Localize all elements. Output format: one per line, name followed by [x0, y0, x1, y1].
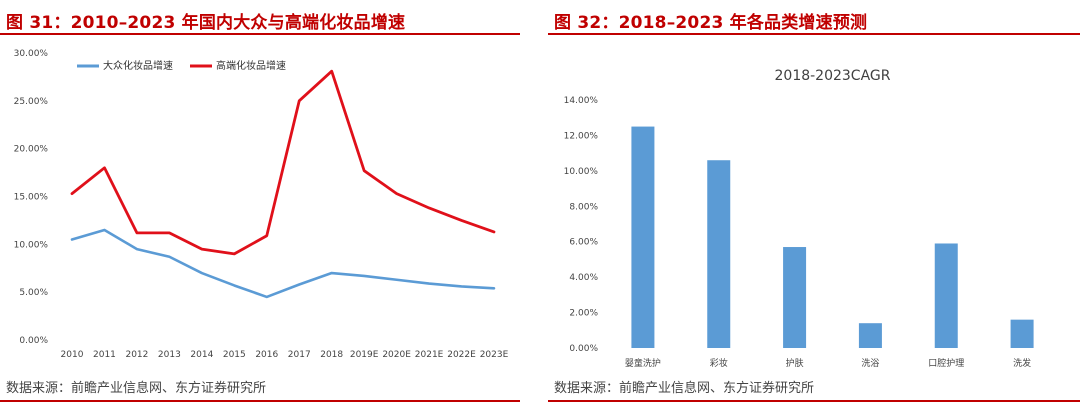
y-tick-label: 0.00% [569, 344, 598, 354]
y-tick-label: 6.00% [569, 238, 598, 248]
x-tick-label: 2010 [61, 350, 84, 360]
x-tick-label: 2017 [288, 350, 311, 360]
y-tick-label: 12.00% [564, 131, 599, 141]
bar-chart: 2018-2023CAGR 0.00% 2.00% 4.00% 6.00% 8.00% 10… [564, 68, 1034, 369]
x-tick-label: 2018 [320, 350, 343, 360]
mass-series-line [70, 228, 496, 299]
right-figure: 图 32：2018–2023 年各品类增速预测 2018-2023CAGR 0.0… [548, 0, 1080, 411]
bar-护肤 [783, 247, 807, 348]
bar-婴童洗护 [631, 126, 655, 348]
line-chart: 0.00% 5.00% 10.00% 15.00% 20.00% 25.00% 30.00%… [14, 49, 509, 360]
y-tick-label: 20.00% [14, 145, 49, 155]
x-tick-label: 彩妆 [710, 357, 728, 369]
left-figure: 图 31：2010–2023 年国内大众与高端化妆品增速 0.00% 5.00% 1… [0, 0, 520, 411]
figure-32-title: 图 32：2018–2023 年各品类增速预测 [554, 13, 868, 33]
title-rule [0, 33, 520, 35]
y-tick-label: 4.00% [569, 273, 598, 283]
x-tick-label: 2014 [190, 350, 213, 360]
y-tick-label: 2.00% [569, 309, 598, 319]
y-tick-label: 30.00% [14, 49, 49, 59]
bar-彩妆 [707, 160, 731, 348]
x-tick-label: 2023E [480, 350, 509, 360]
source-note: 数据来源：前瞻产业信息网、东方证券研究所 [554, 381, 815, 396]
source-note: 数据来源：前瞻产业信息网、东方证券研究所 [6, 381, 267, 396]
x-tick-label: 婴童洗护 [625, 357, 661, 369]
x-tick-label: 2015 [223, 350, 246, 360]
premium-series-line [70, 69, 496, 256]
x-tick-label: 口腔护理 [928, 357, 964, 369]
x-tick-label: 洗浴 [861, 357, 879, 369]
y-tick-label: 5.00% [19, 288, 48, 298]
title-rule [548, 33, 1080, 35]
y-tick-label: 15.00% [14, 193, 49, 203]
x-tick-label: 2019E [350, 350, 379, 360]
x-tick-label: 2013 [158, 350, 181, 360]
x-tick-label: 2020E [382, 350, 411, 360]
chart-title: 2018-2023CAGR [775, 68, 891, 84]
x-tick-label: 2011 [93, 350, 116, 360]
y-tick-label: 10.00% [14, 240, 49, 250]
x-tick-label: 护肤 [786, 357, 804, 369]
y-tick-label: 14.00% [564, 96, 599, 106]
bottom-rule [0, 400, 520, 402]
y-tick-label: 8.00% [569, 202, 598, 212]
legend-label: 高端化妆品增速 [216, 59, 286, 72]
bar-洗浴 [858, 323, 882, 348]
legend-label: 大众化妆品增速 [103, 59, 173, 72]
bottom-rule [548, 400, 1080, 402]
bar-洗发 [1010, 319, 1034, 348]
bar-口腔护理 [934, 243, 958, 348]
x-tick-label: 2021E [415, 350, 444, 360]
y-tick-label: 25.00% [14, 97, 49, 107]
x-tick-label: 2016 [255, 350, 278, 360]
y-tick-label: 0.00% [19, 336, 48, 346]
figure-31-title: 图 31：2010–2023 年国内大众与高端化妆品增速 [6, 13, 406, 33]
y-tick-label: 10.00% [564, 167, 599, 177]
x-tick-label: 洗发 [1013, 357, 1031, 369]
x-tick-label: 2012 [125, 350, 148, 360]
x-tick-label: 2022E [447, 350, 476, 360]
